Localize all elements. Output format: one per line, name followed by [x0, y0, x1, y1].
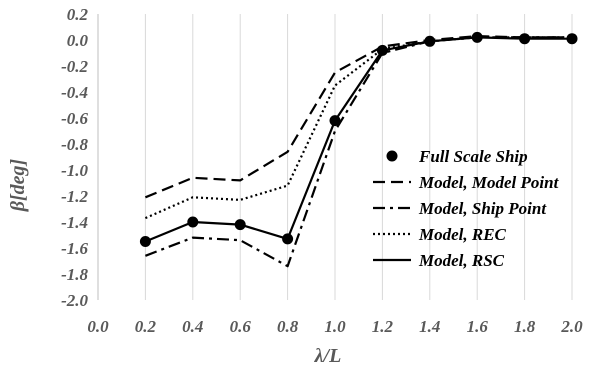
data-point-marker [424, 35, 436, 47]
legend-entry: Model, RSC [373, 251, 505, 270]
legend-label: Model, Ship Point [418, 199, 547, 218]
legend-entry: Model, Ship Point [373, 199, 547, 218]
data-point-marker [566, 33, 578, 45]
x-tick-label: 1.6 [467, 317, 489, 336]
legend-entry: Model, REC [373, 225, 507, 244]
series-line [144, 36, 572, 243]
y-tick-label: -0.8 [61, 135, 88, 154]
y-tick-label: 0.2 [67, 5, 89, 24]
data-point-marker [471, 31, 483, 43]
data-point-marker [187, 216, 199, 228]
series-markers [139, 31, 578, 247]
x-tick-label: 0.4 [182, 317, 203, 336]
legend-label: Model, Model Point [418, 173, 560, 192]
legend-entry: Model, Model Point [373, 173, 560, 192]
legend-label: Model, REC [418, 225, 507, 244]
x-tick-label: 1.2 [372, 317, 394, 336]
y-axis-title: β[deg] [7, 158, 29, 212]
x-tick-label: 1.8 [514, 317, 536, 336]
y-tick-label: 0.0 [67, 31, 89, 50]
x-tick-label: 0.0 [87, 317, 109, 336]
y-tick-label: -1.6 [61, 239, 88, 258]
x-tick-label: 1.0 [324, 317, 346, 336]
y-tick-label: -1.8 [61, 265, 88, 284]
data-point-marker [139, 236, 151, 247]
legend-marker [386, 150, 398, 162]
y-tick-label: -0.6 [61, 109, 88, 128]
legend: Full Scale Ship Model, Model Point Model, … [373, 147, 560, 270]
x-tick-label: 0.8 [277, 317, 299, 336]
x-tick-label: 1.4 [419, 317, 440, 336]
series-lines [144, 34, 572, 268]
y-tick-label: -2.0 [61, 291, 88, 310]
grid [144, 14, 573, 300]
y-tick-label: -0.4 [61, 83, 88, 102]
y-tick-label: -1.0 [61, 161, 88, 180]
data-point-marker [329, 115, 341, 127]
y-tick-label: -1.4 [61, 213, 88, 232]
data-point-marker [519, 33, 531, 45]
x-axis-title: λ/L [314, 345, 342, 367]
legend-label: Model, RSC [418, 251, 505, 270]
data-point-marker [234, 219, 246, 231]
x-tick-label: 0.2 [135, 317, 157, 336]
tick-labels: 0.0 0.2 0.4 0.6 0.8 1.0 1.2 1.4 1.6 1.8 2.0 0.2 0.0 -… [61, 5, 583, 336]
y-tick-label: -1.2 [61, 187, 88, 206]
y-tick-label: -0.2 [61, 57, 88, 76]
x-tick-label: 0.6 [230, 317, 252, 336]
data-point-marker [376, 44, 388, 56]
legend-entry: Full Scale Ship [386, 147, 528, 166]
data-point-marker [282, 233, 294, 245]
x-tick-label: 2.0 [560, 317, 583, 336]
legend-label: Full Scale Ship [418, 147, 528, 166]
series-line [144, 36, 572, 220]
